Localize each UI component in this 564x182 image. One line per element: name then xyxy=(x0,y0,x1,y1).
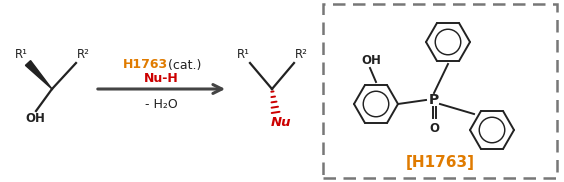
Polygon shape xyxy=(25,61,52,89)
Text: OH: OH xyxy=(25,112,45,126)
Text: - H₂O: - H₂O xyxy=(145,98,178,110)
Text: R¹: R¹ xyxy=(236,48,249,60)
Text: [H1763]: [H1763] xyxy=(406,155,474,169)
Text: P: P xyxy=(429,93,439,107)
Text: Nu-H: Nu-H xyxy=(144,72,179,84)
Text: (cat.): (cat.) xyxy=(164,58,201,72)
Text: R²: R² xyxy=(294,48,307,60)
Text: H1763: H1763 xyxy=(123,58,168,72)
Text: R²: R² xyxy=(77,48,90,60)
Text: R¹: R¹ xyxy=(15,48,28,60)
Text: OH: OH xyxy=(361,54,381,66)
Text: O: O xyxy=(429,122,439,136)
FancyBboxPatch shape xyxy=(323,4,557,178)
Text: Nu: Nu xyxy=(271,116,291,128)
